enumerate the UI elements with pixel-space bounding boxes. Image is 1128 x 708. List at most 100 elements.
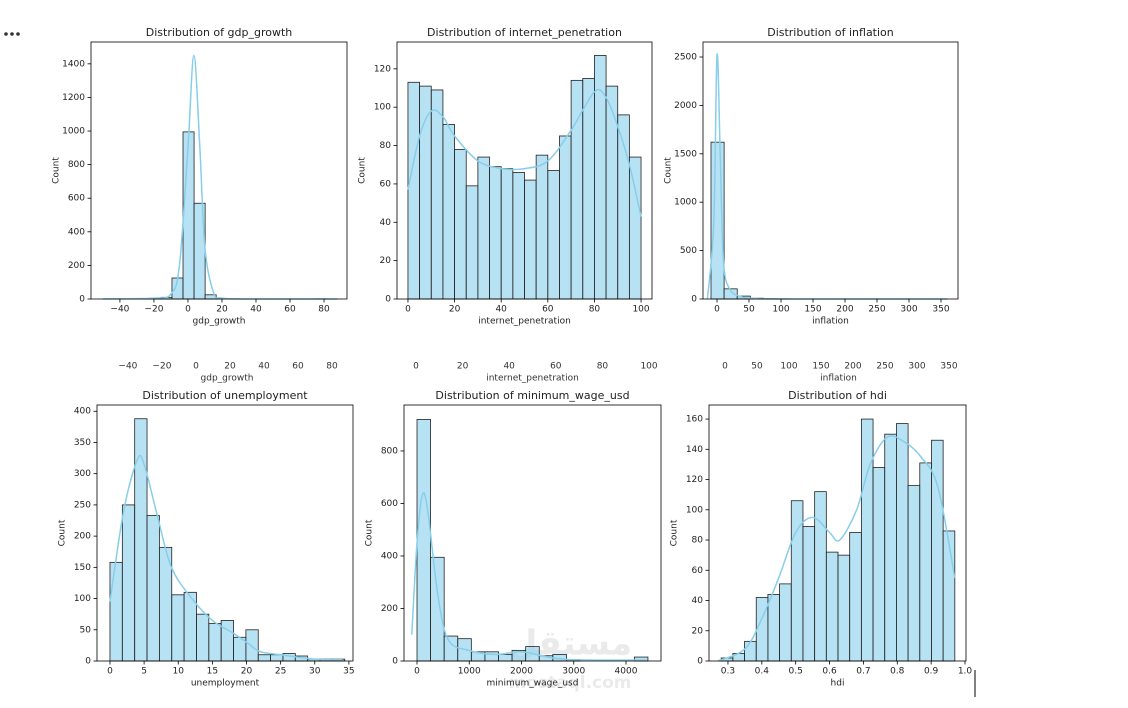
y-tick-label: 400 (74, 407, 91, 417)
x-tick-label: 0 (107, 667, 113, 677)
histogram-bar (896, 423, 909, 662)
x-tick-label: 50 (743, 305, 755, 315)
histogram-bar (407, 81, 421, 300)
ghost-x-tick-label: 20 (224, 362, 236, 372)
x-tick-label: 350 (932, 305, 949, 315)
y-axis-label: Count (52, 157, 62, 184)
y-tick-label: 2000 (674, 101, 697, 111)
x-tick-label: −20 (144, 305, 163, 315)
x-axis-label: unemployment (191, 679, 260, 689)
histogram-bar (884, 433, 897, 662)
y-tick-label: 300 (74, 469, 91, 479)
x-tick-label: −40 (110, 305, 129, 315)
y-tick-label: 0 (385, 295, 391, 305)
histogram-bar (837, 554, 851, 662)
x-tick-label: 150 (804, 305, 821, 315)
x-tick-label: 35 (343, 667, 354, 677)
y-axis-label: Count (670, 519, 680, 546)
axes-frame (396, 41, 653, 300)
histogram-bar (430, 556, 445, 662)
menu-icon[interactable] (4, 32, 20, 36)
y-tick-label: 100 (74, 594, 91, 604)
y-tick-label: 200 (74, 532, 91, 542)
histogram-bar (872, 467, 886, 662)
ghost-x-axis-label: inflation (820, 374, 857, 384)
histogram-bar (257, 654, 272, 662)
ghost-x-tick-label: 40 (503, 362, 515, 372)
ghost-x-tick-label: 150 (812, 362, 829, 372)
y-tick-label: 1000 (62, 127, 85, 137)
x-tick-label: 15 (207, 667, 218, 677)
kde-line (717, 435, 956, 662)
x-axis-label: hdi (831, 679, 845, 689)
histogram-bar (146, 515, 160, 662)
y-tick-label: 1400 (62, 59, 85, 69)
histogram-bar (208, 623, 222, 662)
axes-frame (96, 404, 354, 662)
y-tick-label: 500 (680, 246, 697, 256)
chart-panel: Distribution of internet_penetrationinte… (358, 26, 658, 384)
ghost-x-tick-label: 50 (751, 362, 763, 372)
x-tick-label: 0 (185, 305, 191, 315)
kde-line (407, 88, 642, 217)
kde-line (109, 454, 343, 661)
y-tick-label: 40 (380, 218, 392, 228)
chart-title: Distribution of internet_penetration (427, 26, 622, 39)
y-tick-label: 2500 (674, 53, 697, 63)
histogram-bar (942, 530, 956, 662)
x-axis-label: minimum_wage_usd (487, 679, 579, 689)
axes-frame (403, 404, 662, 662)
x-tick-label: 40 (250, 305, 262, 315)
histogram-bar (442, 124, 455, 300)
chart-title: Distribution of hdi (788, 389, 887, 402)
y-tick-label: 0 (392, 657, 398, 667)
histogram-bar (744, 640, 757, 662)
y-tick-label: 60 (692, 566, 704, 576)
ghost-x-axis-label: internet_penetration (486, 374, 579, 384)
x-tick-label: 0.8 (890, 667, 905, 677)
x-tick-label: 0.5 (789, 667, 803, 677)
ghost-x-tick-label: 0 (193, 362, 199, 372)
x-tick-label: 0.4 (755, 667, 770, 677)
kde-line (102, 54, 338, 300)
x-tick-label: 4000 (615, 667, 638, 677)
x-tick-label: 60 (542, 305, 554, 315)
y-tick-label: 600 (68, 194, 85, 204)
histogram-bar (825, 551, 839, 662)
y-tick-label: 1500 (674, 149, 697, 159)
y-tick-label: 0 (697, 657, 703, 667)
ghost-x-tick-label: 350 (940, 362, 957, 372)
histogram-bar (245, 629, 259, 662)
histogram-bar (849, 532, 862, 662)
ghost-x-tick-label: 80 (597, 362, 609, 372)
axes-frame (90, 41, 348, 300)
histogram-bar (109, 561, 123, 662)
histogram-bar (220, 620, 234, 662)
histogram-bar (802, 526, 816, 662)
y-tick-label: 100 (686, 505, 703, 515)
histogram-bar (767, 594, 780, 662)
x-tick-label: 60 (284, 305, 296, 315)
y-axis-label: Count (664, 157, 674, 184)
x-tick-label: 5 (141, 667, 147, 677)
histogram-bar (535, 154, 549, 300)
ghost-x-tick-label: 200 (844, 362, 861, 372)
ghost-x-tick-label: 60 (550, 362, 562, 372)
x-axis-label: inflation (812, 317, 849, 327)
y-tick-label: 350 (74, 438, 91, 448)
histogram-bar (500, 168, 514, 300)
y-tick-label: 0 (85, 657, 91, 667)
x-tick-label: 20 (216, 305, 228, 315)
x-axis-label: internet_penetration (478, 317, 571, 327)
x-tick-label: 40 (495, 305, 507, 315)
x-tick-label: 1.0 (958, 667, 973, 677)
ghost-x-tick-label: −20 (152, 362, 171, 372)
histogram-bar (582, 78, 595, 300)
x-tick-label: 250 (868, 305, 885, 315)
ghost-x-tick-label: 100 (780, 362, 797, 372)
x-tick-label: 100 (632, 305, 649, 315)
histogram-bar (419, 85, 432, 300)
axes-frame (702, 41, 959, 300)
x-tick-label: 25 (275, 667, 286, 677)
